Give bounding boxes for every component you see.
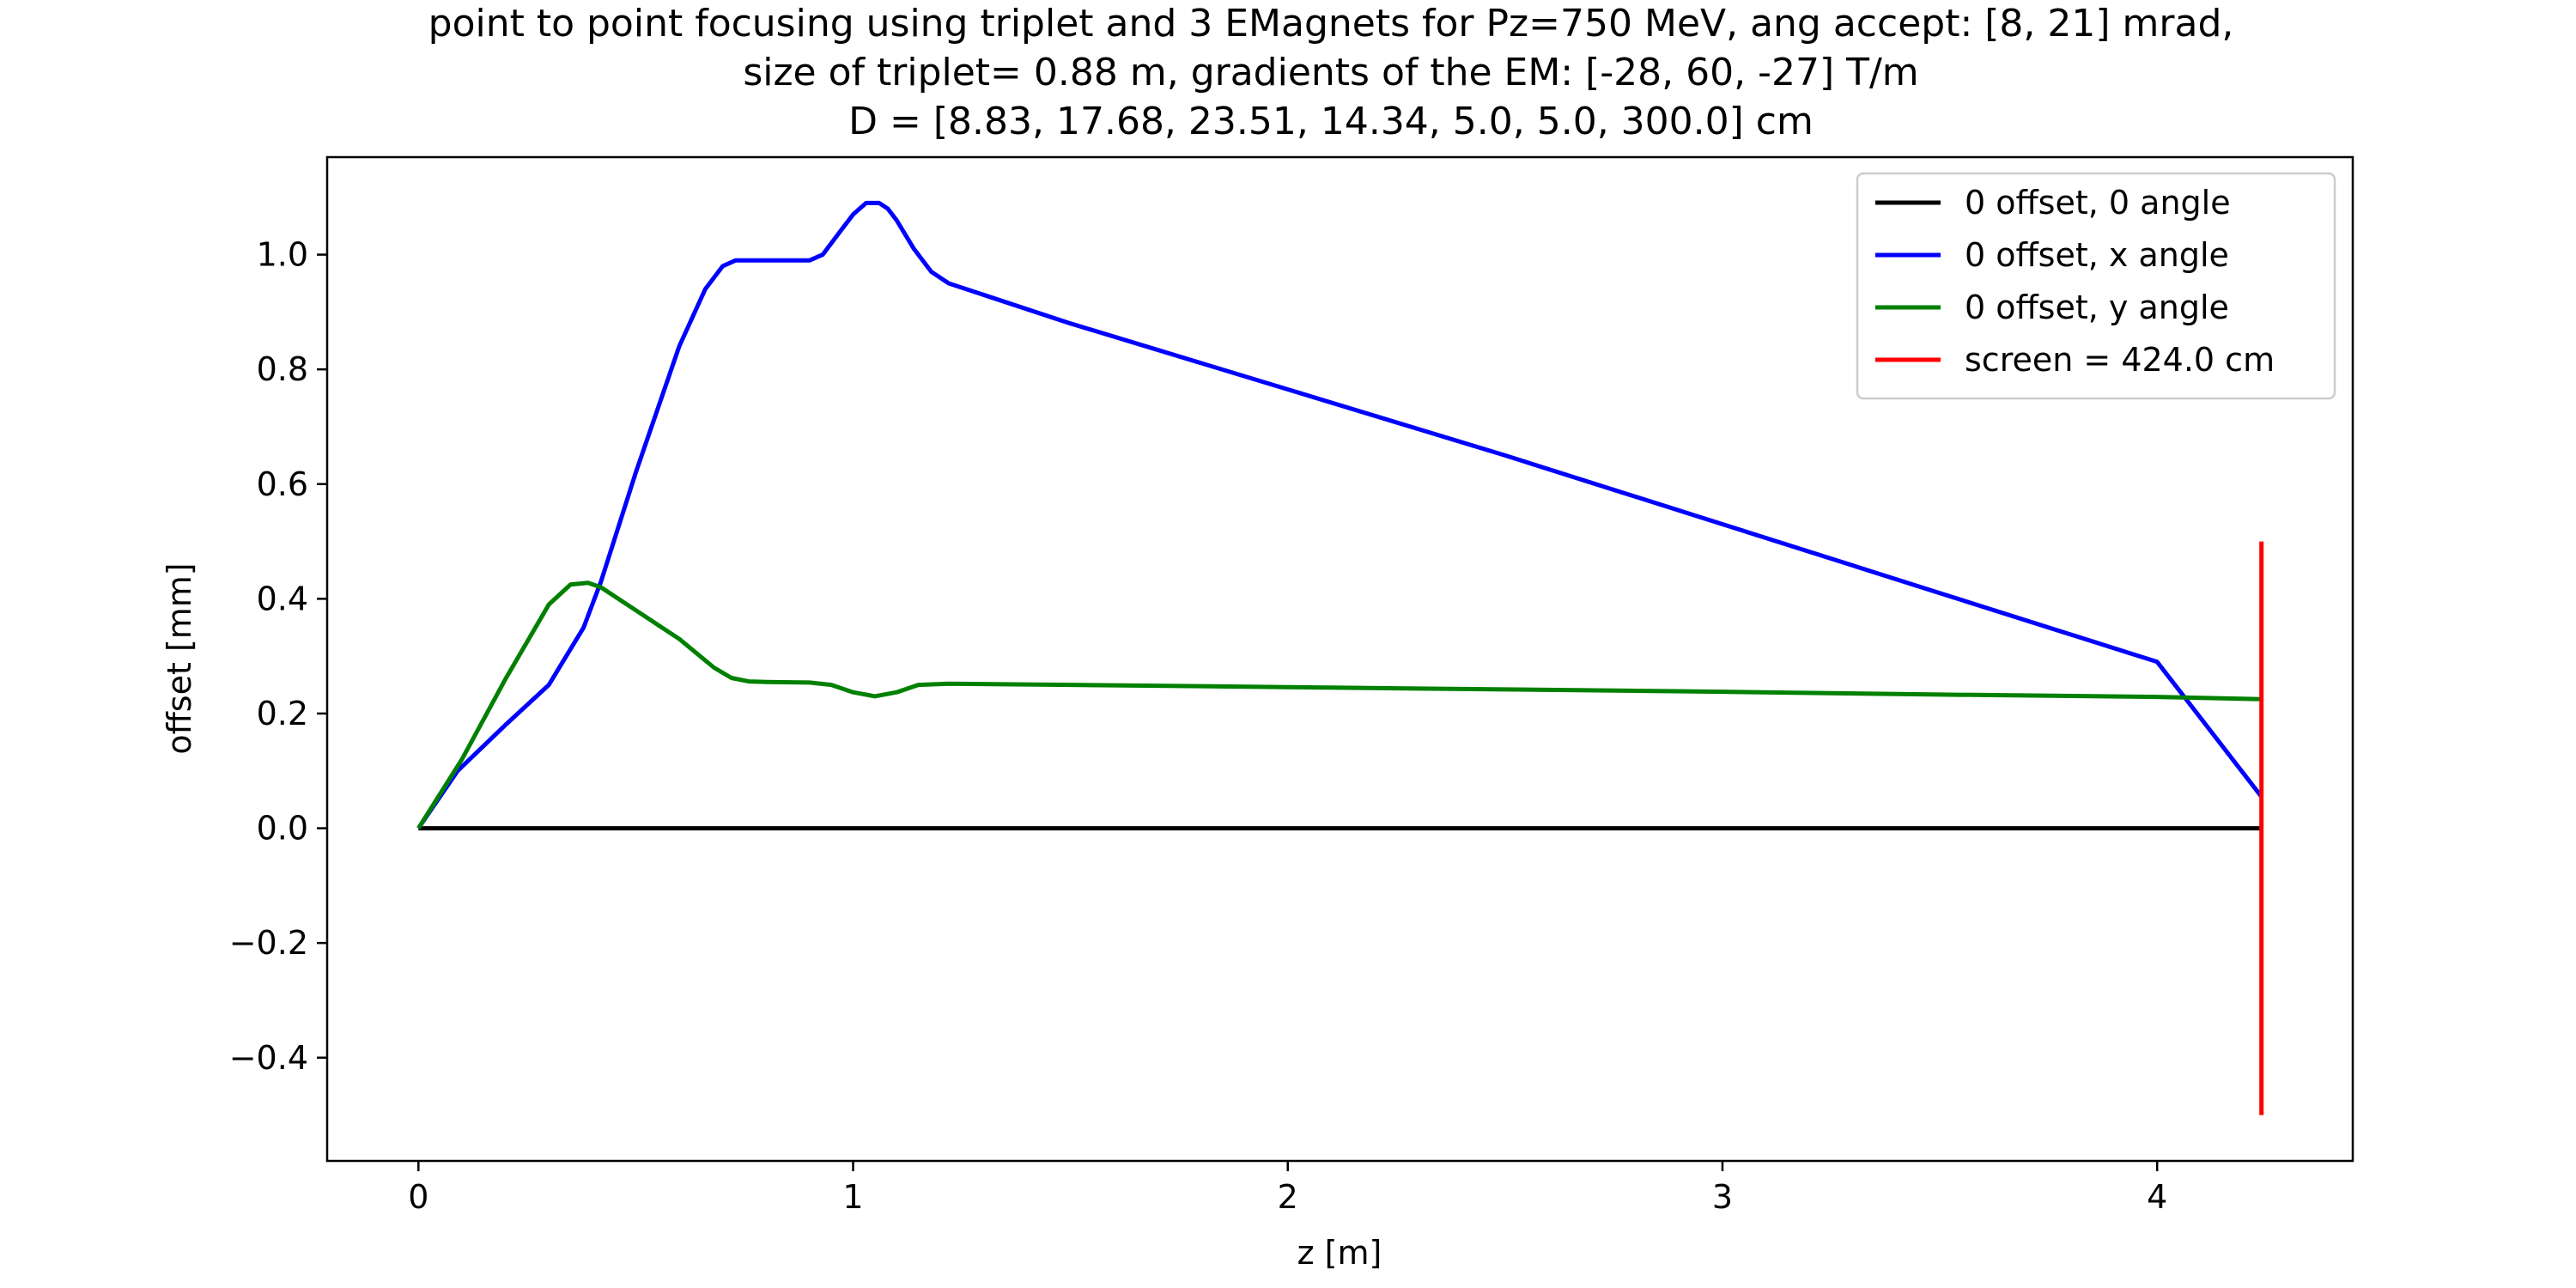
legend-entry-0-offset-y-angle-label: 0 offset, y angle <box>1965 289 2229 326</box>
x-axis-label: z [m] <box>1297 1234 1382 1272</box>
x-tick-label-3: 2 <box>1278 1178 1298 1216</box>
y-tick-label-4: 0.2 <box>257 695 308 732</box>
y-tick-label-7: 0.8 <box>257 350 308 388</box>
x-axis: 0 1 2 3 4 <box>408 1161 2167 1216</box>
x-tick-label-2: 1 <box>842 1178 863 1216</box>
y-tick-label-3: 0.0 <box>257 810 308 848</box>
y-tick-label-2: −0.2 <box>229 924 308 962</box>
x-tick-label-5: 4 <box>2147 1178 2167 1216</box>
y-tick-label-8: 1.0 <box>257 236 308 274</box>
plot-frame <box>325 155 2354 1163</box>
legend-entry-0-offset-0-angle-label: 0 offset, 0 angle <box>1965 184 2231 222</box>
title-line-3: D = [8.83, 17.68, 23.51, 14.34, 5.0, 5.0… <box>848 100 1814 143</box>
legend: 0 offset, 0 angle 0 offset, x angle 0 offs… <box>1856 172 2336 400</box>
series-line-3 <box>416 580 2262 829</box>
y-axis: −0.4 −0.2 0.0 0.2 0.4 0.6 0.8 1.0 <box>229 236 327 1077</box>
legend-box <box>1856 172 2336 400</box>
legend-entry-0-offset-x-angle-label: 0 offset, x angle <box>1965 236 2229 274</box>
y-axis-label: offset [mm] <box>161 562 198 754</box>
title-line-1: point to point focusing using triplet an… <box>428 2 2234 46</box>
y-tick-label-5: 0.4 <box>257 580 308 617</box>
x-tick-label-4: 3 <box>1712 1178 1733 1216</box>
y-tick-label-1: −0.4 <box>229 1039 308 1077</box>
chart-title: point to point focusing using triplet an… <box>428 2 2234 143</box>
legend-entry-screen-424-0-cm-label: screen = 424.0 cm <box>1965 341 2275 379</box>
title-line-2: size of triplet= 0.88 m, gradients of th… <box>743 51 1918 94</box>
series-line-2 <box>416 200 2263 830</box>
series-layer <box>416 200 2264 1115</box>
x-tick-label-1: 0 <box>408 1178 428 1216</box>
y-tick-label-6: 0.6 <box>257 465 308 503</box>
